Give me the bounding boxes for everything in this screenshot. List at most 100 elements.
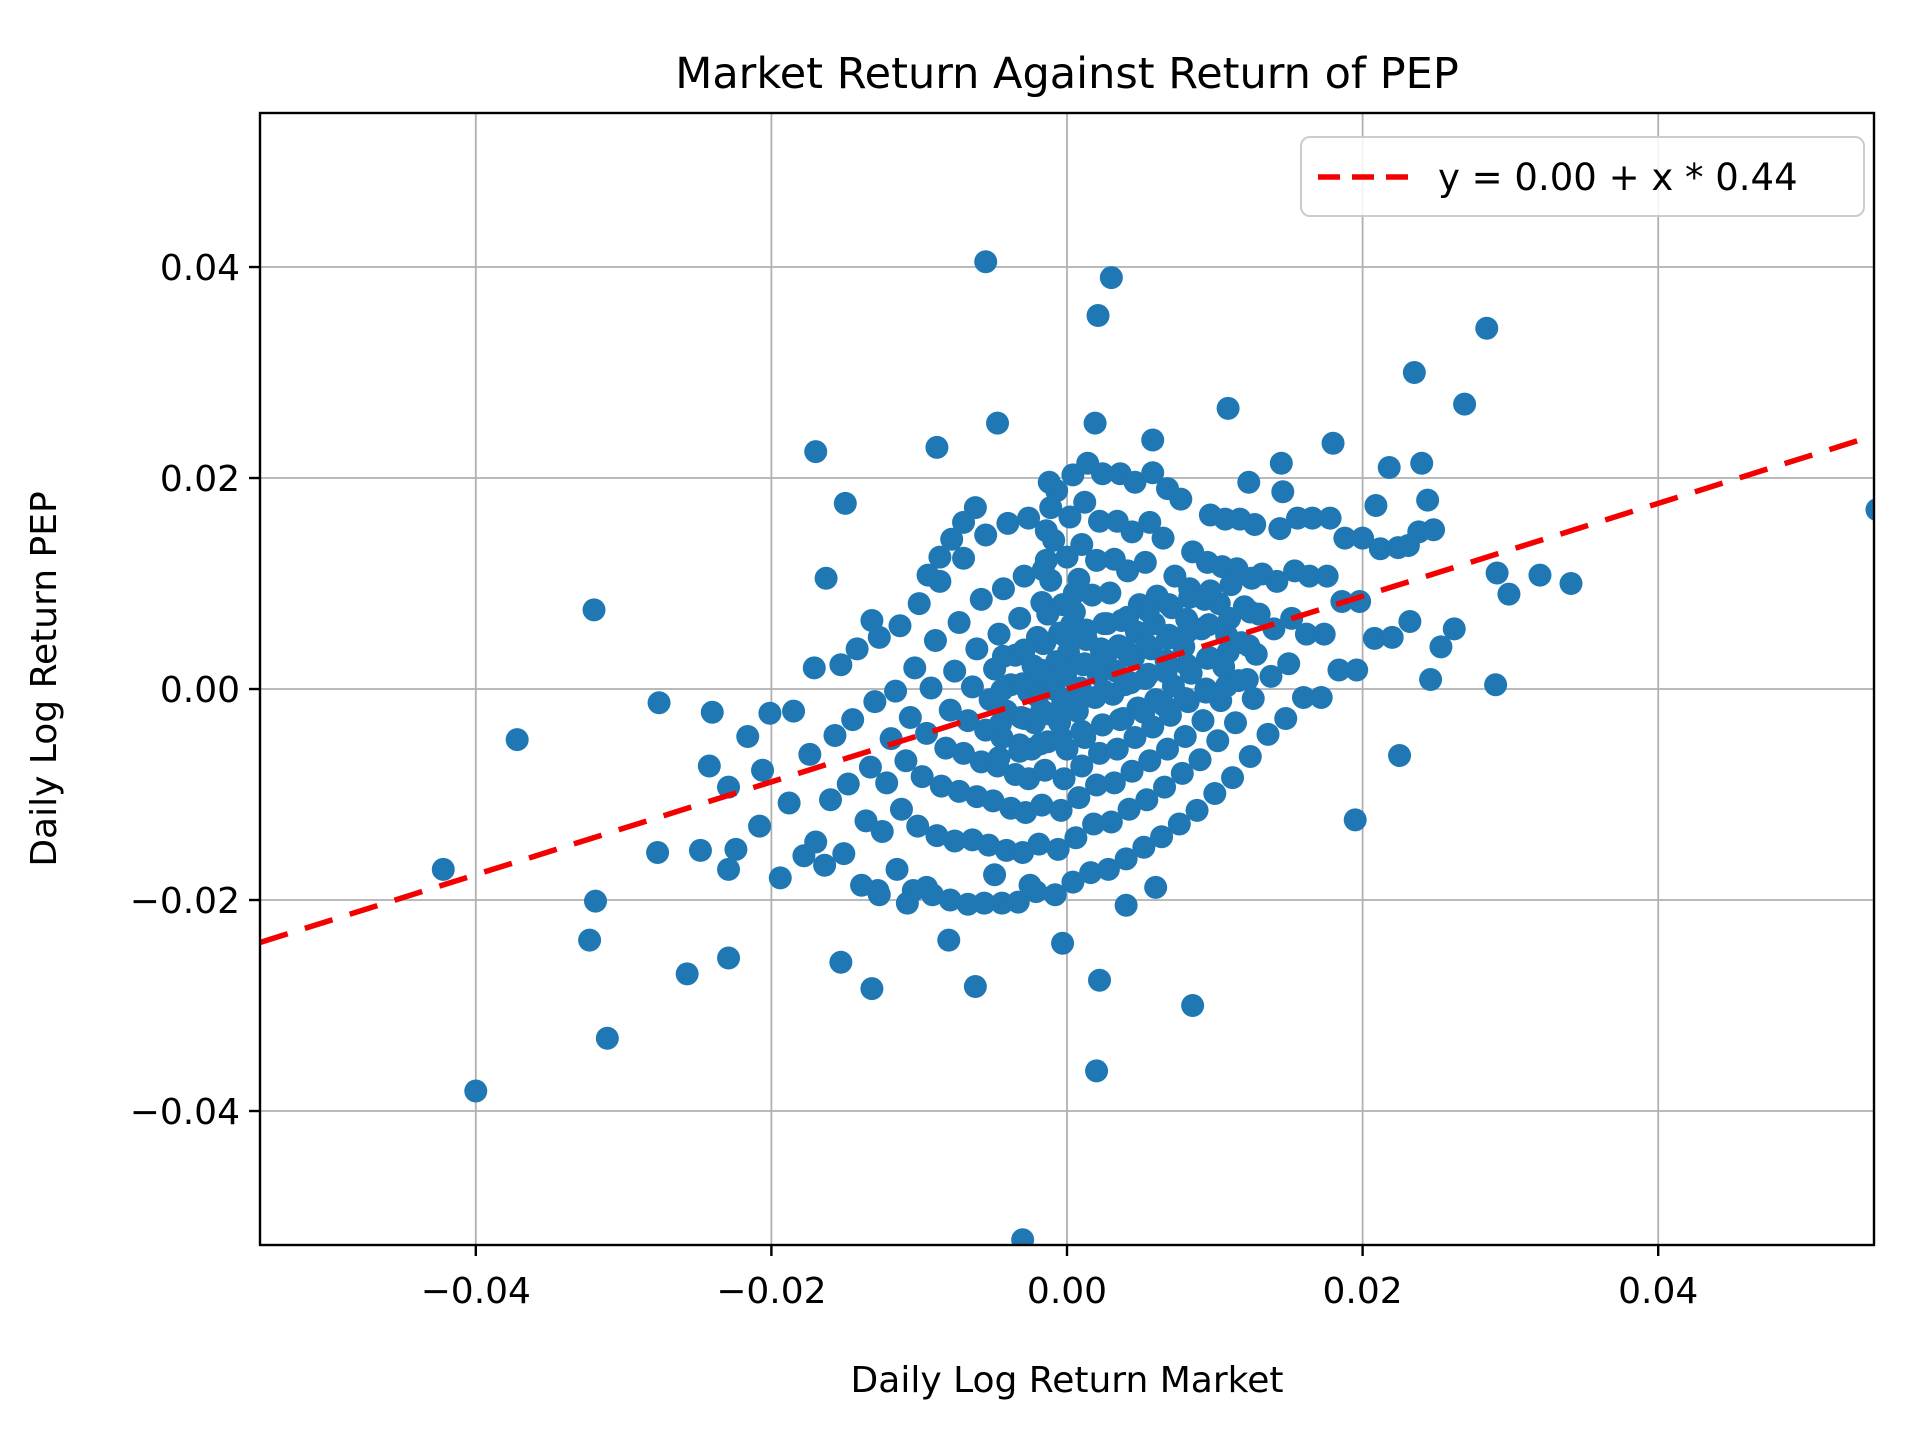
scatter-point <box>937 928 961 952</box>
scatter-point <box>972 891 996 915</box>
scatter-point <box>915 875 939 899</box>
scatter-point <box>1269 451 1293 475</box>
scatter-point <box>1008 606 1032 630</box>
y-axis-label: Daily Log Return PEP <box>24 491 65 866</box>
scatter-point <box>814 566 838 590</box>
scatter-point <box>1083 411 1107 435</box>
scatter-point <box>1345 658 1369 682</box>
scatter-point <box>860 977 884 1001</box>
scatter-point <box>1012 564 1036 588</box>
scatter-point <box>1012 638 1036 662</box>
scatter-point <box>1294 622 1318 646</box>
scatter-point <box>1237 470 1261 494</box>
scatter-point <box>1096 857 1120 881</box>
scatter-point <box>981 789 1005 813</box>
scatter-point <box>987 746 1011 770</box>
y-tick-label: 0.04 <box>160 248 240 289</box>
scatter-point <box>1114 639 1138 663</box>
scatter-point <box>1080 583 1104 607</box>
scatter-point <box>1093 645 1117 669</box>
scatter-point <box>1170 761 1194 785</box>
scatter-point <box>1410 451 1434 475</box>
scatter-point <box>1312 622 1336 646</box>
scatter-point <box>1237 634 1261 658</box>
scatter-point <box>1116 559 1140 583</box>
scatter-point <box>1037 470 1061 494</box>
scatter-point <box>1064 826 1088 850</box>
scatter-point <box>1300 506 1324 530</box>
scatter-point <box>952 546 976 570</box>
scatter-point <box>1073 490 1097 514</box>
scatter-point <box>1321 431 1345 455</box>
scatter-point <box>1368 537 1392 561</box>
scatter-point <box>928 545 952 569</box>
scatter-point <box>675 962 699 986</box>
scatter-point <box>724 837 748 861</box>
x-tick-label: −0.04 <box>421 1271 531 1312</box>
scatter-point <box>1362 626 1386 650</box>
scatter-point <box>1156 626 1180 650</box>
scatter-point <box>1114 893 1138 917</box>
scatter-point <box>1219 573 1243 597</box>
scatter-point <box>1559 572 1583 596</box>
scatter-point <box>1402 361 1426 385</box>
scatter-point <box>1173 724 1197 748</box>
scatter-point <box>974 523 998 547</box>
scatter-point <box>1082 812 1106 836</box>
scatter-point <box>1497 582 1521 606</box>
scatter-point <box>1175 653 1199 677</box>
scatter-point <box>990 891 1014 915</box>
scatter-point <box>1135 788 1159 812</box>
scatter-point <box>1030 698 1054 722</box>
scatter-point <box>898 706 922 730</box>
scatter-point <box>688 838 712 862</box>
scatter-point <box>1138 510 1162 534</box>
scatter-point <box>505 728 529 752</box>
scatter-point <box>829 950 853 974</box>
scatter-point <box>736 724 760 748</box>
scatter-point <box>1011 672 1035 696</box>
scatter-point <box>717 946 741 970</box>
scatter-point <box>906 814 930 838</box>
scatter-point <box>1327 658 1351 682</box>
scatter-point <box>903 656 927 680</box>
scatter-point <box>991 644 1015 668</box>
scatter-point <box>1351 526 1375 550</box>
legend-box <box>1300 136 1865 217</box>
scatter-point <box>1046 837 1070 861</box>
scatter-point <box>1396 534 1420 558</box>
scatter-point <box>1309 685 1333 709</box>
y-tick-label: 0.00 <box>160 670 240 711</box>
scatter-point <box>1216 640 1240 664</box>
scatter-point <box>987 622 1011 646</box>
scatter-point <box>832 842 856 866</box>
scatter-point <box>1085 548 1109 572</box>
scatter-point <box>646 841 670 865</box>
scatter-point <box>1030 793 1054 817</box>
scatter-point <box>1088 741 1112 765</box>
scatter-point <box>798 742 822 766</box>
scatter-point <box>1141 428 1165 452</box>
scatter-point <box>833 491 857 515</box>
scatter-point <box>1240 566 1264 590</box>
scatter-point <box>1191 709 1215 733</box>
x-axis-label: Daily Log Return Market <box>851 1360 1284 1401</box>
scatter-point <box>986 411 1010 435</box>
scatter-point <box>990 678 1014 702</box>
scatter-point <box>431 857 455 881</box>
scatter-point <box>1216 396 1240 420</box>
scatter-point <box>1315 564 1339 588</box>
scatter-point <box>1453 392 1477 416</box>
scatter-point <box>751 758 775 782</box>
scatter-point <box>889 797 913 821</box>
scatter-point <box>1074 618 1098 642</box>
scatter-point <box>1111 707 1135 731</box>
scatter-point <box>915 721 939 745</box>
scatter-point <box>1006 890 1030 914</box>
scatter-point <box>938 698 962 722</box>
scatter-point <box>867 883 891 907</box>
scatter-point <box>584 889 608 913</box>
scatter-point <box>860 608 884 632</box>
scatter-point <box>1085 773 1109 797</box>
